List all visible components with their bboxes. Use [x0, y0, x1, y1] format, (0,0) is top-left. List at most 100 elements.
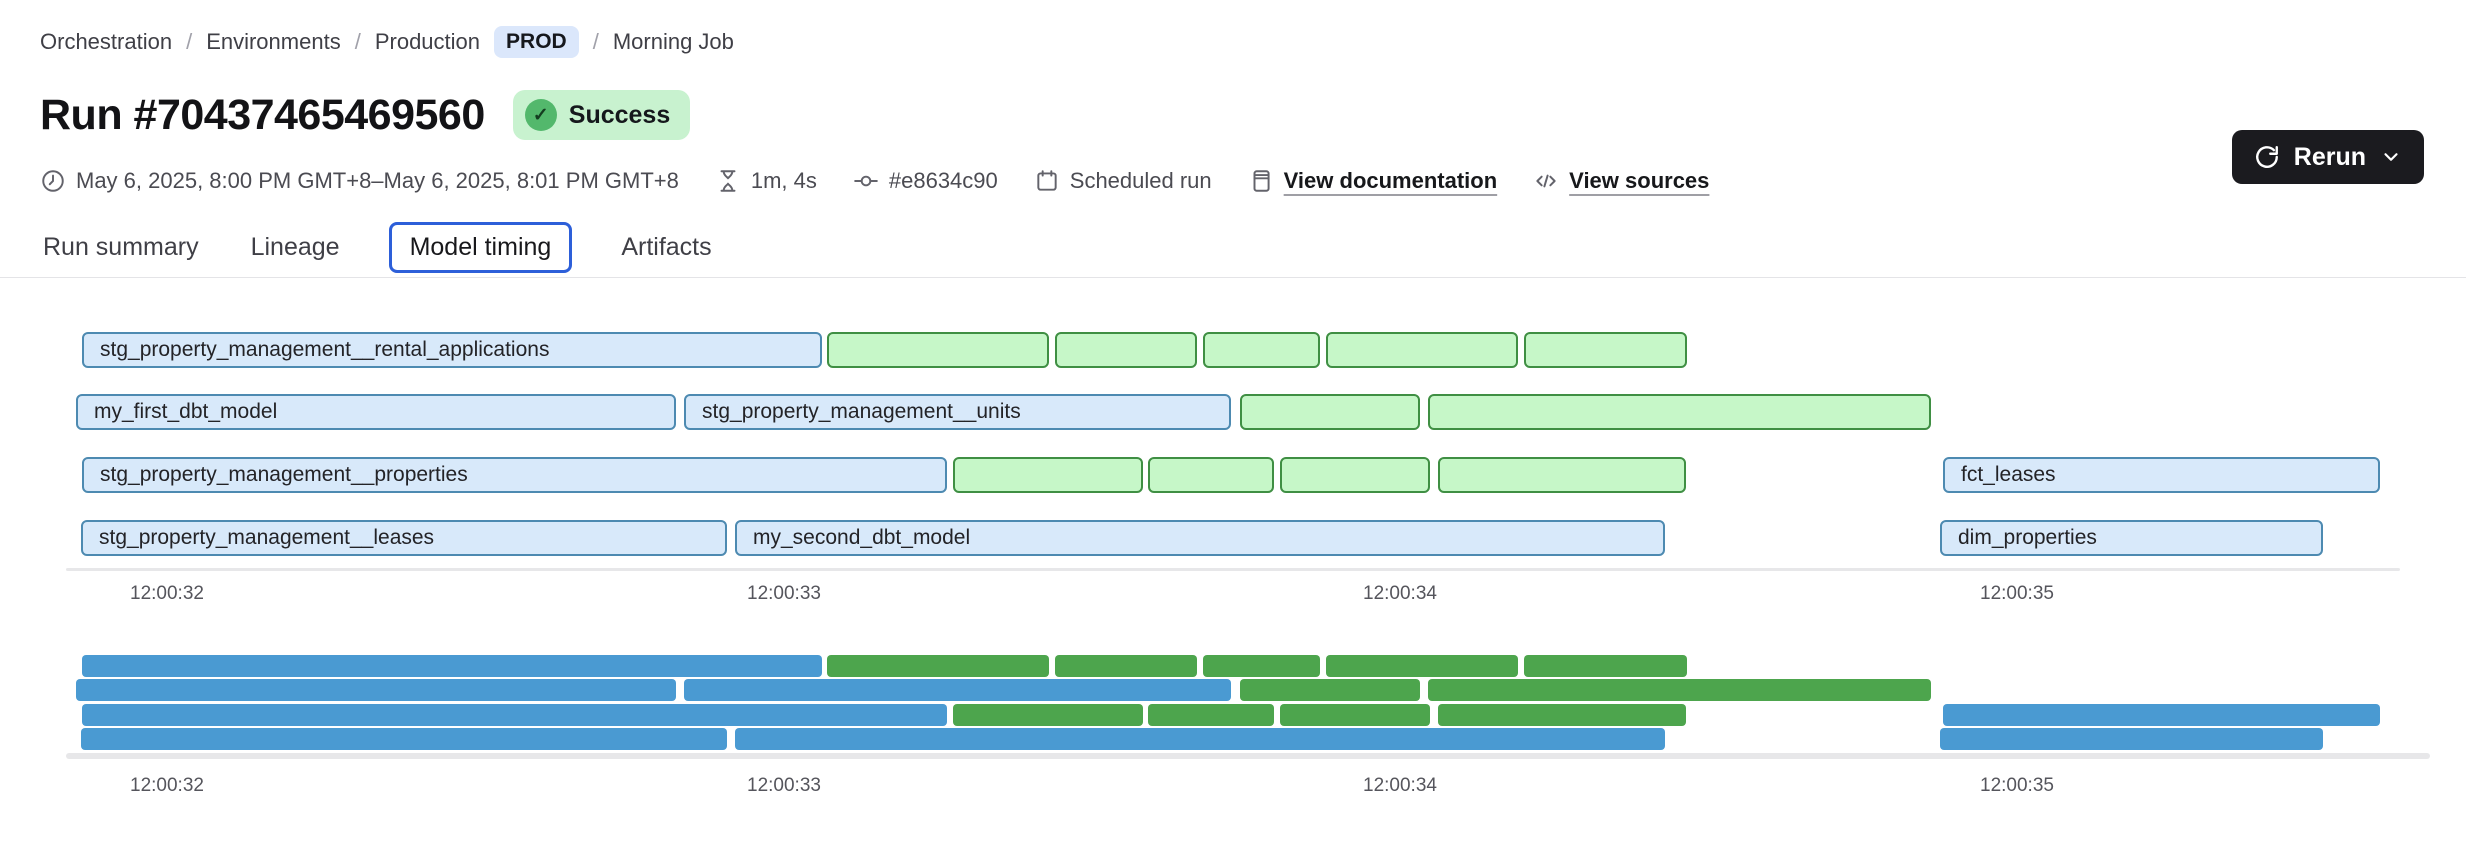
- view-documentation-link-item: View documentation: [1248, 168, 1498, 194]
- axis-tick-label: 12:00:33: [747, 583, 821, 604]
- gantt-bar[interactable]: my_second_dbt_model: [735, 520, 1665, 556]
- breadcrumb-orchestration[interactable]: Orchestration: [40, 29, 173, 54]
- gantt-bar-label: my_second_dbt_model: [753, 526, 971, 549]
- minimap-bar[interactable]: [1438, 704, 1686, 726]
- gantt-bar[interactable]: [953, 457, 1143, 493]
- minimap-bar[interactable]: [684, 679, 1231, 701]
- gantt-bar-label: stg_property_management__properties: [100, 463, 468, 486]
- breadcrumb-environments[interactable]: Environments: [206, 29, 341, 54]
- calendar-icon: [1037, 170, 1057, 191]
- minimap-bar[interactable]: [827, 655, 1049, 677]
- refresh-icon: [2255, 146, 2278, 168]
- gantt-bar[interactable]: [1438, 457, 1686, 493]
- gantt-bar-label: dim_properties: [1958, 526, 2097, 549]
- gantt-bar[interactable]: stg_property_management__units: [684, 394, 1231, 430]
- view-sources-link-item: View sources: [1533, 168, 1709, 194]
- breadcrumb-separator: /: [592, 29, 599, 54]
- tabs-divider: [0, 277, 2466, 278]
- page-title: Run #70437465469560: [40, 90, 485, 139]
- axis-tick-label: 12:00:35: [1980, 775, 2054, 796]
- minimap-bar[interactable]: [82, 704, 947, 726]
- clock-icon: [42, 170, 64, 192]
- document-icon: [1253, 170, 1270, 192]
- run-duration-text: 1m, 4s: [750, 168, 817, 193]
- gantt-bar[interactable]: [1148, 457, 1274, 493]
- minimap-bar[interactable]: [1280, 704, 1430, 726]
- breadcrumb-separator: /: [354, 29, 361, 54]
- axis-tick-label: 12:00:32: [130, 775, 204, 796]
- commit-icon: [854, 175, 878, 187]
- gantt-bar[interactable]: [1055, 332, 1197, 368]
- minimap-bar[interactable]: [953, 704, 1143, 726]
- run-trigger: Scheduled run: [1034, 168, 1212, 194]
- run-trigger-text: Scheduled run: [1069, 168, 1212, 193]
- status-badge-label: Success: [568, 100, 671, 129]
- rerun-button-label: Rerun: [2293, 142, 2366, 171]
- breadcrumb: Orchestration / Environments / Productio…: [40, 26, 734, 58]
- minimap-bar[interactable]: [735, 728, 1665, 750]
- minimap-bar[interactable]: [1428, 679, 1931, 701]
- gantt-bar-label: stg_property_management__rental_applicat…: [100, 338, 550, 361]
- code-icon: [1536, 174, 1556, 188]
- axis-tick-label: 12:00:34: [1363, 775, 1437, 796]
- view-sources-link[interactable]: View sources: [1569, 168, 1710, 193]
- gantt-bar-label: fct_leases: [1961, 463, 2056, 486]
- minimap-bar[interactable]: [1055, 655, 1197, 677]
- gantt-bar[interactable]: [1240, 394, 1420, 430]
- gantt-axis-line: [66, 568, 2400, 571]
- view-documentation-link[interactable]: View documentation: [1283, 168, 1498, 193]
- model-timing-minimap: 12:00:32 12:00:33 12:00:34 12:00:35: [0, 640, 2466, 820]
- gantt-bar[interactable]: my_first_dbt_model: [76, 394, 676, 430]
- gantt-bar-label: stg_property_management__leases: [99, 526, 435, 549]
- minimap-bar[interactable]: [1240, 679, 1420, 701]
- gantt-bar[interactable]: fct_leases: [1943, 457, 2380, 493]
- gantt-bar-label: my_first_dbt_model: [94, 400, 278, 423]
- minimap-bar[interactable]: [1940, 728, 2323, 750]
- gantt-bar[interactable]: [1326, 332, 1518, 368]
- gantt-bar[interactable]: [1428, 394, 1931, 430]
- axis-tick-label: 12:00:33: [747, 775, 821, 796]
- gantt-bar-label: stg_property_management__units: [702, 400, 1021, 423]
- breadcrumb-morning-job[interactable]: Morning Job: [612, 29, 734, 54]
- model-timing-gantt: stg_property_management__rental_applicat…: [0, 300, 2466, 610]
- minimap-scrollbar[interactable]: [66, 753, 2430, 759]
- axis-tick-label: 12:00:34: [1363, 583, 1437, 604]
- gantt-bar[interactable]: dim_properties: [1940, 520, 2323, 556]
- run-commit-text: #e8634c90: [888, 168, 998, 193]
- breadcrumb-separator: /: [186, 29, 193, 54]
- tab-lineage[interactable]: Lineage: [250, 233, 340, 261]
- title-row: Run #70437465469560 ✓ Success: [40, 90, 691, 140]
- axis-tick-label: 12:00:32: [130, 583, 204, 604]
- gantt-bar[interactable]: [827, 332, 1049, 368]
- minimap-bar[interactable]: [76, 679, 676, 701]
- minimap-bar[interactable]: [1203, 655, 1320, 677]
- chevron-down-icon[interactable]: [2380, 146, 2402, 168]
- minimap-bar[interactable]: [81, 728, 727, 750]
- hourglass-icon: [720, 170, 736, 192]
- gantt-bar[interactable]: [1280, 457, 1430, 493]
- run-time-range-text: May 6, 2025, 8:00 PM GMT+8–May 6, 2025, …: [76, 168, 679, 193]
- run-tabs: Run summary Lineage Model timing Artifac…: [40, 220, 715, 275]
- gantt-bar[interactable]: [1524, 332, 1687, 368]
- minimap-bar[interactable]: [1148, 704, 1274, 726]
- gantt-bar[interactable]: [1203, 332, 1320, 368]
- status-badge: ✓ Success: [512, 90, 691, 140]
- run-time-range: May 6, 2025, 8:00 PM GMT+8–May 6, 2025, …: [40, 168, 679, 194]
- gantt-bar[interactable]: stg_property_management__rental_applicat…: [82, 332, 822, 368]
- minimap-bar[interactable]: [1943, 704, 2380, 726]
- rerun-button[interactable]: Rerun: [2231, 130, 2424, 184]
- check-icon: ✓: [524, 99, 557, 131]
- tab-artifacts[interactable]: Artifacts: [621, 233, 712, 261]
- breadcrumb-production[interactable]: Production: [374, 29, 481, 54]
- run-duration: 1m, 4s: [715, 168, 817, 194]
- tab-run-summary[interactable]: Run summary: [43, 233, 199, 261]
- minimap-bar[interactable]: [1524, 655, 1687, 677]
- prod-environment-badge: PROD: [494, 26, 579, 58]
- minimap-bar[interactable]: [82, 655, 822, 677]
- gantt-bar[interactable]: stg_property_management__leases: [81, 520, 727, 556]
- minimap-bar[interactable]: [1326, 655, 1518, 677]
- gantt-bar[interactable]: stg_property_management__properties: [82, 457, 947, 493]
- tab-model-timing[interactable]: Model timing: [388, 222, 573, 273]
- axis-tick-label: 12:00:35: [1980, 583, 2054, 604]
